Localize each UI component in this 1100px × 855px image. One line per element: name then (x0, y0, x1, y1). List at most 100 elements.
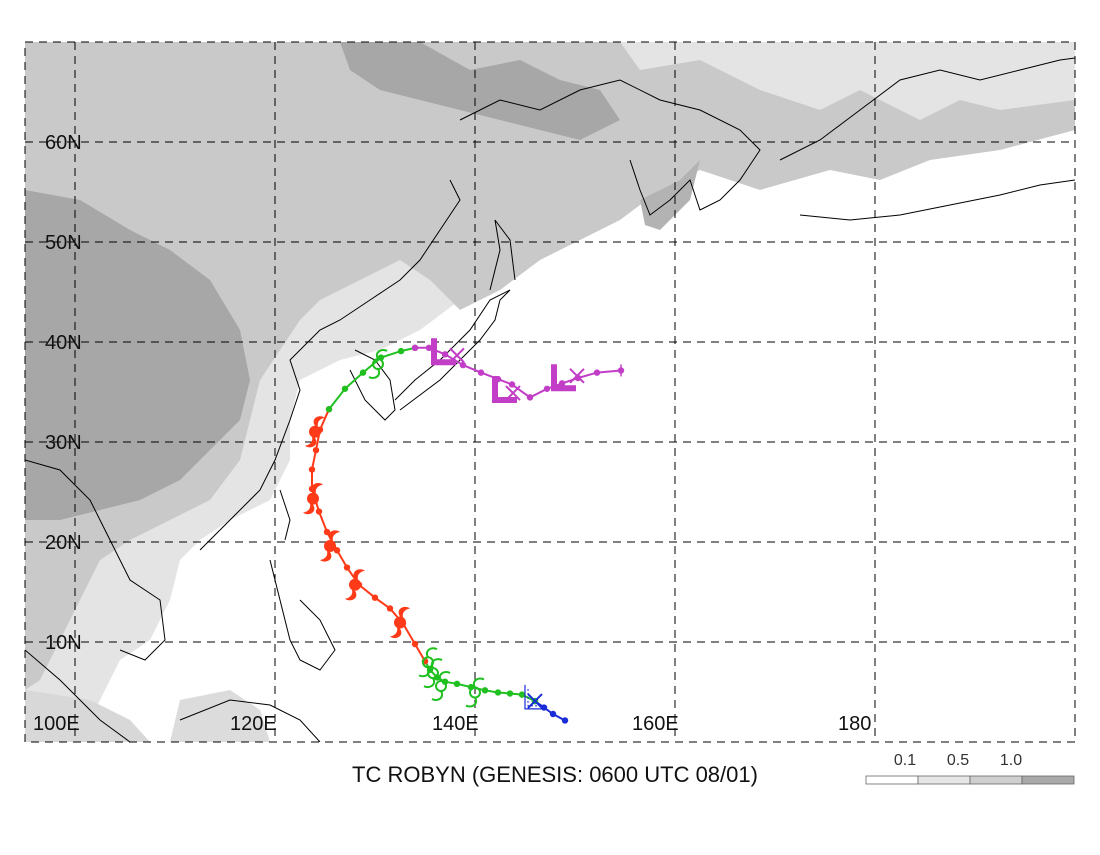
track-point (371, 594, 379, 601)
track-point (315, 508, 323, 515)
track-point (425, 344, 433, 352)
ty-symbol (320, 530, 340, 562)
track-point (325, 406, 333, 413)
ts-arm (426, 647, 438, 658)
terrain-dark (340, 42, 620, 140)
low-glyph (492, 376, 517, 403)
ty-arm (303, 503, 315, 515)
ts-arm (368, 368, 380, 379)
lat-label-50n: 50N (45, 232, 82, 254)
track-point (453, 680, 461, 688)
lat-label-20n: 20N (45, 532, 82, 554)
ty-arm (305, 436, 317, 448)
ts-symbol (465, 677, 485, 708)
ty-symbol (345, 569, 365, 601)
ts-arm (423, 677, 435, 689)
track-point (593, 369, 601, 376)
ts-arm (473, 677, 485, 688)
track-point (323, 528, 331, 536)
ty-arm (398, 606, 410, 618)
track-point (411, 640, 419, 648)
low-symbol (492, 376, 517, 403)
ts-arm (431, 690, 443, 701)
track-point (561, 717, 569, 724)
track-point (343, 564, 351, 571)
ts-arm (376, 349, 388, 360)
lon-label-100e: 100E (33, 713, 80, 735)
track-point (411, 344, 419, 352)
x-mark (569, 368, 585, 384)
track-point (333, 547, 341, 554)
ty-arm (313, 416, 325, 427)
lat-label-10n: 10N (45, 632, 82, 654)
track-point (459, 361, 467, 369)
ts-symbol (431, 671, 451, 701)
track-point (386, 605, 394, 612)
track-point (477, 369, 485, 376)
coastlines (25, 57, 1075, 742)
longitude-labels: 100E 120E 140E 160E 180 (33, 713, 871, 735)
terrain-light (25, 690, 150, 742)
terrain-medium (25, 42, 1075, 690)
ty-arm (390, 627, 402, 639)
lowbox-symbol (524, 684, 543, 710)
lon-label-160e: 160E (632, 713, 679, 735)
track-point (508, 381, 516, 388)
lat-label-30n: 30N (45, 432, 82, 454)
track-point (494, 689, 502, 696)
graticule (24, 41, 1076, 743)
terrain-light (170, 690, 270, 742)
low-glyph (431, 338, 456, 366)
ts-arm (465, 697, 477, 708)
lat-label-60n: 60N (45, 132, 82, 154)
lon-label-180: 180 (838, 713, 871, 735)
track-point (526, 394, 534, 401)
shading-legend: 0.1 0.5 1.0 (865, 752, 1075, 785)
legend-label-0-5: 0.5 (947, 752, 969, 769)
legend-swatch-3 (1021, 775, 1075, 785)
ty-core (324, 540, 336, 552)
ty-arm (345, 589, 357, 601)
ty-arm (320, 551, 332, 562)
track-point (341, 385, 349, 392)
low-symbol (551, 364, 576, 392)
ty-core (307, 492, 319, 505)
storm-symbols (303, 338, 576, 710)
ty-symbol (390, 606, 410, 639)
track-point (558, 380, 566, 387)
legend-label-0-1: 0.1 (894, 752, 916, 769)
track-point (308, 466, 316, 473)
ts-symbol (368, 349, 388, 379)
ty-arm (311, 483, 323, 494)
low-symbol (431, 338, 456, 366)
ty-core (309, 425, 321, 438)
ty-symbol (303, 483, 323, 515)
latitude-labels: 60N 50N 40N 30N 20N 10N (45, 132, 82, 654)
map-title: TC ROBYN (GENESIS: 0600 UTC 08/01) (352, 762, 758, 787)
terrain-dark (25, 190, 250, 520)
lon-label-140e: 140E (432, 713, 479, 735)
track-point (397, 347, 405, 355)
low-glyph-inner (527, 688, 541, 707)
ty-arm (328, 530, 340, 541)
terrain-shading (25, 42, 1075, 742)
ts-symbol (423, 658, 443, 689)
ty-core (394, 616, 406, 629)
track-point (359, 369, 367, 376)
track-point (506, 690, 514, 697)
track-point (312, 446, 320, 454)
ty-arm (353, 569, 365, 580)
legend-swatch-2 (969, 775, 1023, 785)
ts-arm (418, 666, 430, 678)
legend-swatch-1 (917, 775, 971, 785)
legend-swatch-0 (865, 775, 919, 785)
low-glyph-outline (524, 684, 543, 710)
ty-symbol (305, 416, 325, 448)
legend-label-1-0: 1.0 (1000, 752, 1022, 769)
terrain-dark (640, 160, 700, 230)
track-point (481, 687, 489, 694)
lat-label-40n: 40N (45, 332, 82, 354)
ts-arm (439, 671, 451, 682)
track-point (543, 385, 551, 392)
